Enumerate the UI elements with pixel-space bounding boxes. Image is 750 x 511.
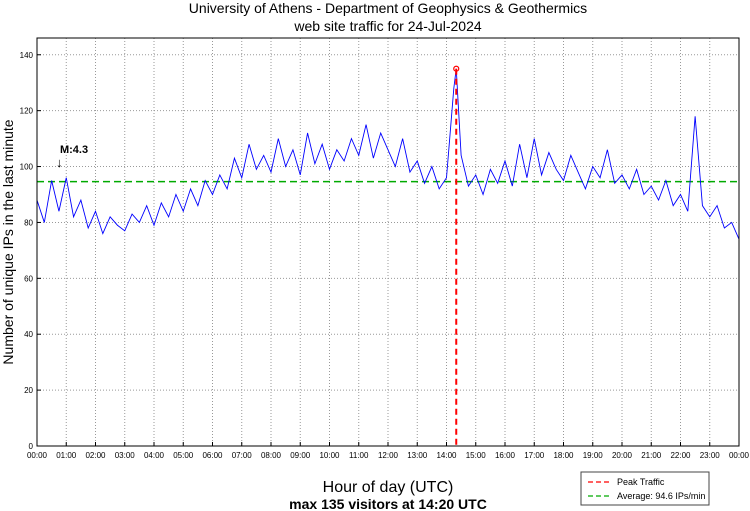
legend-average-label: Average: 94.6 IPs/min — [617, 491, 705, 501]
x-tick-label: 06:00 — [202, 451, 223, 460]
legend: Peak Traffic Average: 94.6 IPs/min — [580, 471, 710, 506]
y-tick-label: 100 — [20, 163, 34, 172]
y-tick-label: 120 — [20, 107, 34, 116]
x-tick-label: 15:00 — [466, 451, 487, 460]
y-tick-label: 20 — [24, 386, 33, 395]
max-visitors-caption: max 135 visitors at 14:20 UTC — [289, 496, 487, 511]
x-tick-label: 01:00 — [56, 451, 77, 460]
x-tick-label: 00:00 — [27, 451, 48, 460]
x-tick-label: 13:00 — [407, 451, 428, 460]
x-tick-label: 11:00 — [349, 451, 369, 460]
x-tick-label: 18:00 — [553, 451, 574, 460]
x-tick-label: 23:00 — [700, 451, 721, 460]
y-tick-label: 140 — [20, 51, 34, 60]
x-tick-label: 02:00 — [85, 451, 106, 460]
x-tick-label: 04:00 — [144, 451, 165, 460]
chart-subtitle: web site traffic for 24-Jul-2024 — [293, 18, 481, 34]
axis-ticks: 0 20 40 60 80 100 120 140 00:00 01:00 02:00 03:00 04… — [20, 51, 750, 460]
x-tick-label: 12:00 — [378, 451, 399, 460]
x-tick-label: 19:00 — [583, 451, 604, 460]
x-tick-label: 07:00 — [232, 451, 253, 460]
chart-title: University of Athens - Department of Geo… — [189, 0, 587, 16]
peak-marker — [453, 65, 460, 72]
y-axis-label: Number of unique IPs in the last minute — [0, 119, 16, 364]
x-tick-label: 21:00 — [641, 451, 662, 460]
arrow-down-icon: ↓ — [56, 155, 63, 170]
x-tick-label: 17:00 — [524, 451, 545, 460]
y-tick-label: 80 — [24, 218, 33, 227]
grid — [37, 38, 739, 446]
y-tick-label: 40 — [24, 330, 33, 339]
plot-frame — [36, 37, 740, 447]
event-annotation: M:4.3 — [60, 144, 88, 156]
traffic-line — [36, 68, 740, 240]
x-tick-label: 10:00 — [319, 451, 340, 460]
x-tick-label: 08:00 — [261, 451, 282, 460]
x-tick-label: 09:00 — [290, 451, 311, 460]
y-tick-label: 0 — [29, 442, 34, 451]
y-tick-label: 60 — [24, 274, 33, 283]
legend-peak-label: Peak Traffic — [617, 477, 665, 487]
x-tick-label: 22:00 — [670, 451, 691, 460]
x-tick-label: 03:00 — [115, 451, 136, 460]
x-tick-label: 16:00 — [495, 451, 516, 460]
x-tick-label: 05:00 — [173, 451, 194, 460]
x-tick-label: 00:00 — [729, 451, 750, 460]
x-axis-label: Hour of day (UTC) — [323, 479, 454, 496]
x-tick-label: 20:00 — [612, 451, 633, 460]
x-tick-label: 14:00 — [436, 451, 457, 460]
